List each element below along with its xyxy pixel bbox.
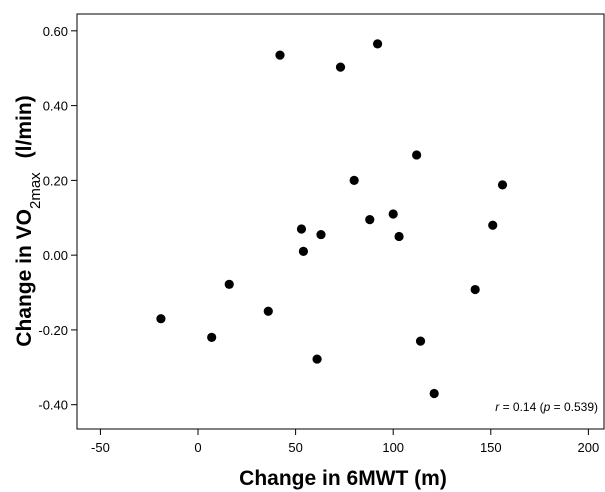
x-tick-label: 50 (288, 440, 302, 455)
y-tick-label: 0.00 (43, 248, 68, 263)
x-axis: -50 0 50 100 150 200 (91, 429, 599, 455)
y-tick-label: -0.40 (38, 398, 68, 413)
data-point (296, 224, 307, 234)
data-point (412, 150, 422, 160)
data-point (316, 229, 326, 240)
data-point (224, 279, 234, 289)
x-tick-label: -50 (91, 440, 110, 455)
data-point (275, 50, 285, 60)
data-point (298, 246, 309, 257)
data-point (365, 215, 375, 225)
data-points (156, 39, 508, 399)
data-point (263, 306, 273, 316)
data-point (488, 220, 498, 230)
data-point (156, 314, 166, 324)
x-axis-title: Change in 6MWT (m) (239, 467, 447, 490)
data-point (470, 284, 480, 295)
data-point (335, 62, 346, 72)
annotation-correlation: r = 0.14 (p = 0.539) (495, 400, 598, 414)
data-point (415, 336, 426, 346)
x-tick-label: 0 (194, 440, 201, 455)
data-point (372, 39, 383, 49)
data-point (349, 175, 359, 185)
data-point (429, 388, 439, 399)
y-axis-title: Change in VO2max(l/min) (13, 95, 44, 346)
data-point (388, 209, 398, 219)
x-tick-label: 200 (578, 440, 600, 455)
data-point (207, 332, 217, 343)
y-tick-label: -0.20 (38, 323, 68, 338)
x-tick-label: 100 (382, 440, 404, 455)
y-tick-label: 0.40 (43, 99, 68, 114)
data-point (497, 180, 508, 190)
y-tick-label: 0.20 (43, 173, 68, 188)
y-axis: 0.60 0.40 0.20 0.00 -0.20 -0.40 (38, 24, 77, 413)
y-tick-label: 0.60 (43, 24, 68, 39)
plot-frame (76, 13, 605, 430)
data-point (312, 354, 322, 364)
data-point (394, 231, 404, 242)
x-tick-label: 150 (480, 440, 502, 455)
